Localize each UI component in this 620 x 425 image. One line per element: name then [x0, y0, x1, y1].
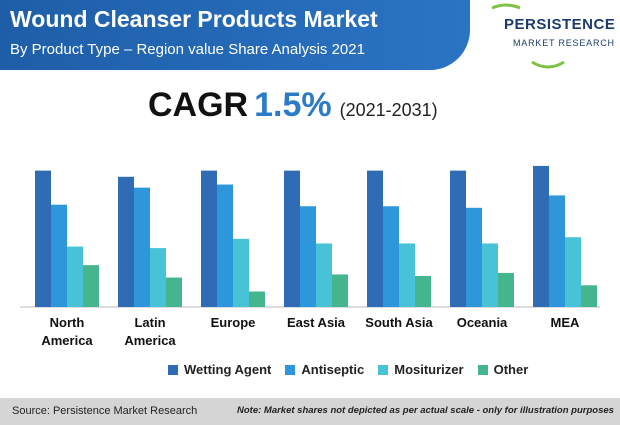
bar-antiseptic [383, 206, 399, 307]
footer-bar: Source: Persistence Market Research Note… [0, 398, 620, 425]
page-title: Wound Cleanser Products Market [10, 6, 378, 32]
category-label: Latin [134, 315, 165, 330]
bar-mositurizer [399, 243, 415, 307]
legend-swatch [477, 364, 488, 375]
legend-swatch [378, 364, 389, 375]
persistence-logo-icon [491, 3, 565, 69]
legend-label: Wetting Agent [184, 362, 272, 377]
bar-other [332, 274, 348, 307]
cagr-value: 1.5% [254, 86, 332, 124]
legend-label: Mositurizer [394, 362, 464, 377]
bar-mositurizer [233, 238, 249, 307]
bar-mositurizer [565, 237, 581, 307]
category-label: America [124, 333, 176, 348]
legend-swatch [168, 364, 178, 375]
bar-other [166, 277, 182, 307]
bar-antiseptic [549, 195, 565, 307]
category-label: Oceania [457, 315, 508, 330]
cagr-headline: CAGR 1.5% (2021-2031) [148, 86, 438, 125]
bar-wetting-agent [118, 176, 134, 307]
category-label: America [41, 333, 93, 348]
page-subtitle: By Product Type – Region value Share Ana… [10, 41, 365, 58]
bar-antiseptic [217, 184, 233, 307]
category-label: North [50, 315, 85, 330]
bar-other [249, 291, 265, 307]
legend-swatch [285, 364, 296, 375]
bar-mositurizer [316, 243, 332, 307]
bar-wetting-agent [284, 170, 300, 307]
title-banner [0, 0, 470, 70]
bar-antiseptic [300, 206, 316, 307]
cagr-label: CAGR [148, 86, 249, 124]
category-label: MEA [551, 315, 581, 330]
bar-other [83, 265, 99, 307]
bar-other [581, 285, 597, 307]
legend-label: Antiseptic [301, 362, 365, 377]
category-label: South Asia [365, 315, 433, 330]
bar-mositurizer [150, 248, 166, 307]
chart-legend: Wetting Agent Antiseptic Mositurizer Oth… [168, 362, 542, 377]
bar-chart: North America Latin America Europe East Asia S… [20, 165, 600, 348]
bar-wetting-agent [201, 170, 217, 307]
bar-mositurizer [67, 246, 83, 307]
cagr-period: (2021-2031) [339, 100, 438, 120]
legend-item-antiseptic: Antiseptic [285, 362, 364, 377]
legend-label: Other [493, 362, 529, 377]
legend-item-other: Other [477, 362, 529, 377]
bar-wetting-agent [35, 170, 51, 307]
legend-item-mositurizer: Mositurizer [378, 362, 464, 377]
bar-mositurizer [482, 243, 498, 307]
bar-wetting-agent [367, 170, 383, 307]
bar-wetting-agent [450, 170, 466, 307]
bar-other [415, 276, 431, 307]
category-label: East Asia [287, 315, 346, 330]
bar-antiseptic [466, 207, 482, 307]
logo-name: PERSISTENCE [504, 16, 616, 33]
bar-antiseptic [51, 204, 67, 307]
bar-wetting-agent [533, 165, 549, 307]
note-text: Note: Market shares not depicted as per … [237, 405, 614, 416]
logo-tagline: MARKET RESEARCH [513, 38, 615, 48]
source-text: Source: Persistence Market Research [12, 405, 198, 417]
bar-antiseptic [134, 187, 150, 307]
bar-other [498, 272, 514, 307]
category-label: Europe [211, 315, 256, 330]
legend-item-wetting-agent: Wetting Agent [168, 362, 271, 377]
